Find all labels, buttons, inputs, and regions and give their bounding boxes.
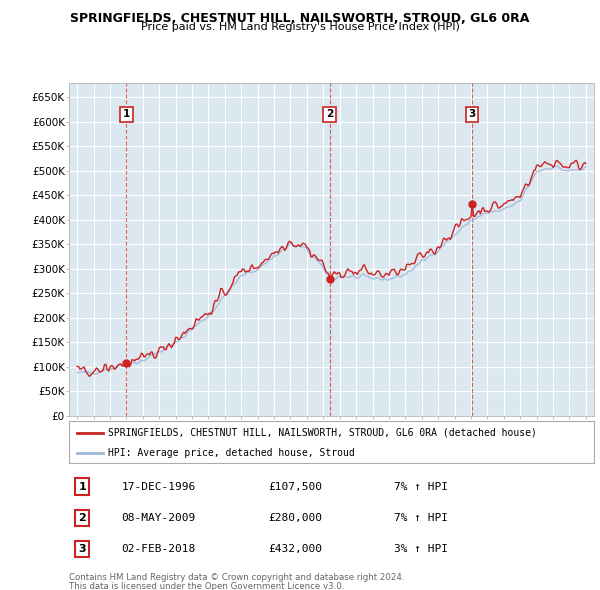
Text: 08-MAY-2009: 08-MAY-2009: [121, 513, 196, 523]
Text: 02-FEB-2018: 02-FEB-2018: [121, 544, 196, 554]
Text: 1: 1: [78, 481, 86, 491]
Text: SPRINGFIELDS, CHESTNUT HILL, NAILSWORTH, STROUD, GL6 0RA (detached house): SPRINGFIELDS, CHESTNUT HILL, NAILSWORTH,…: [109, 428, 537, 438]
Text: £280,000: £280,000: [269, 513, 323, 523]
Text: 3: 3: [469, 109, 476, 119]
Text: Price paid vs. HM Land Registry's House Price Index (HPI): Price paid vs. HM Land Registry's House …: [140, 22, 460, 32]
Text: HPI: Average price, detached house, Stroud: HPI: Average price, detached house, Stro…: [109, 448, 355, 457]
Text: 17-DEC-1996: 17-DEC-1996: [121, 481, 196, 491]
Text: £432,000: £432,000: [269, 544, 323, 554]
Text: 7% ↑ HPI: 7% ↑ HPI: [395, 481, 449, 491]
Text: SPRINGFIELDS, CHESTNUT HILL, NAILSWORTH, STROUD, GL6 0RA: SPRINGFIELDS, CHESTNUT HILL, NAILSWORTH,…: [70, 12, 530, 25]
Text: 2: 2: [78, 513, 86, 523]
Text: 3: 3: [79, 544, 86, 554]
Text: 7% ↑ HPI: 7% ↑ HPI: [395, 513, 449, 523]
Text: This data is licensed under the Open Government Licence v3.0.: This data is licensed under the Open Gov…: [69, 582, 344, 590]
Text: 2: 2: [326, 109, 333, 119]
Text: 1: 1: [123, 109, 130, 119]
Text: Contains HM Land Registry data © Crown copyright and database right 2024.: Contains HM Land Registry data © Crown c…: [69, 573, 404, 582]
Text: 3% ↑ HPI: 3% ↑ HPI: [395, 544, 449, 554]
Text: £107,500: £107,500: [269, 481, 323, 491]
